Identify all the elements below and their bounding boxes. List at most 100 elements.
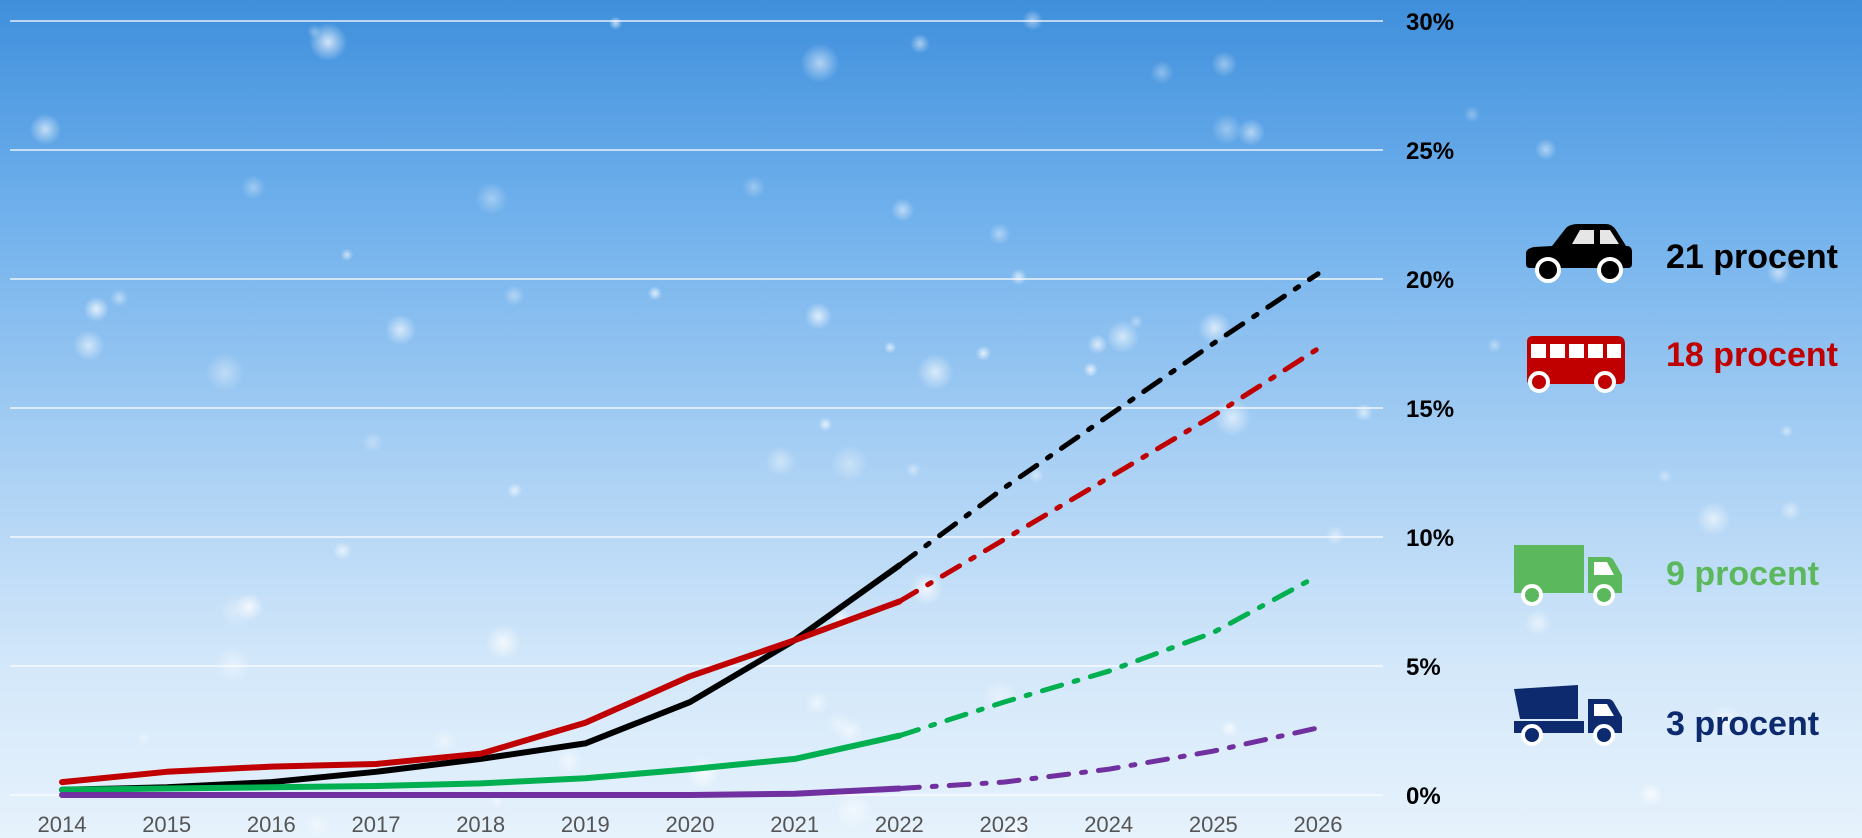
x-tick-label: 2020 — [666, 812, 715, 837]
bokeh-dot — [1128, 314, 1144, 330]
bokeh-dot — [1535, 138, 1557, 161]
bokeh-dot — [485, 624, 522, 661]
bokeh-dot — [475, 182, 509, 215]
y-tick-label: 25% — [1406, 138, 1454, 165]
bokeh-dot — [982, 678, 1018, 714]
x-tick-label: 2014 — [38, 812, 87, 837]
bokeh-dot — [804, 690, 830, 715]
bokeh-dot — [305, 813, 330, 838]
bokeh-dot — [830, 445, 869, 483]
bokeh-dot — [825, 711, 850, 737]
bokeh-dot — [385, 314, 417, 346]
bus-icon — [1527, 336, 1625, 393]
legend-label-car: 21 procent — [1666, 238, 1838, 276]
bokeh-dot — [975, 345, 992, 361]
bokeh-dot — [1211, 113, 1243, 145]
dump-truck-icon — [1514, 685, 1622, 746]
bokeh-dot — [307, 24, 322, 39]
bokeh-dot — [1696, 501, 1731, 536]
bokeh-dot — [647, 286, 663, 301]
x-tick-label: 2016 — [247, 812, 296, 837]
bokeh-dot — [333, 541, 352, 561]
bokeh-dot — [818, 417, 833, 432]
bokeh-dot — [1106, 320, 1140, 354]
series-line-truck-forecast — [896, 573, 1321, 739]
bokeh-dot — [1709, 704, 1743, 738]
y-tick-label: 15% — [1406, 396, 1454, 423]
bokeh-dot — [884, 341, 897, 354]
bokeh-dot — [73, 330, 105, 361]
bokeh-dot — [1487, 338, 1502, 353]
bokeh-dot — [1237, 118, 1265, 147]
bokeh-dot — [765, 445, 796, 477]
bokeh-dot — [1000, 814, 1030, 838]
chart-legend: 21 procent 18 procent 9 procent 3 procent — [1514, 224, 1838, 746]
x-tick-label: 2026 — [1294, 812, 1343, 837]
bokeh-dot — [431, 728, 457, 754]
bokeh-dot — [835, 792, 872, 829]
bokeh-dot — [83, 296, 109, 322]
bokeh-dot — [1657, 469, 1673, 484]
y-axis-ticks: 0% 5% 10% 15% 20% 25% 30% — [1406, 9, 1454, 810]
bokeh-dot — [1211, 51, 1238, 78]
legend-label-tipper: 3 procent — [1666, 705, 1819, 743]
x-tick-label: 2018 — [456, 812, 505, 837]
legend-label-truck: 9 procent — [1666, 555, 1819, 593]
x-tick-label: 2022 — [875, 812, 924, 837]
y-tick-label: 20% — [1406, 267, 1454, 294]
y-tick-label: 5% — [1406, 654, 1441, 681]
bokeh-dot — [988, 223, 1011, 245]
bokeh-dot — [891, 198, 915, 222]
y-tick-label: 30% — [1406, 9, 1454, 36]
bokeh-dot — [910, 33, 930, 54]
bokeh-dot — [1087, 334, 1108, 355]
bokeh-dot — [1022, 9, 1044, 31]
legend-label-bus: 18 procent — [1666, 336, 1838, 374]
bokeh-dot — [1198, 311, 1232, 345]
bokeh-dot — [909, 571, 944, 606]
bokeh-dot — [506, 482, 523, 499]
bokeh-dot — [136, 731, 151, 746]
bokeh-dot — [1083, 362, 1098, 378]
bokeh-dot — [240, 175, 266, 200]
bokeh-dot — [214, 646, 252, 684]
bokeh-dot — [1010, 268, 1027, 286]
bokeh-dot — [29, 113, 62, 146]
x-tick-label: 2023 — [980, 812, 1029, 837]
x-tick-label: 2015 — [142, 812, 191, 837]
x-tick-label: 2017 — [352, 812, 401, 837]
bokeh-dot — [1779, 499, 1802, 522]
car-icon — [1526, 224, 1632, 283]
bokeh-dot — [686, 756, 721, 790]
y-tick-label: 0% — [1406, 783, 1441, 810]
y-tick-label: 10% — [1406, 525, 1454, 552]
bokeh-dot — [1639, 783, 1663, 806]
bokeh-dot — [110, 288, 129, 308]
series-line-car-forecast — [896, 271, 1321, 568]
series-line-tipper-forecast — [896, 725, 1321, 791]
x-axis-ticks: 2014 2015 2016 2017 2018 2019 2020 2021 2022 2023… — [38, 812, 1343, 837]
bokeh-dot — [1150, 60, 1174, 84]
series-line-truck-actual — [59, 732, 903, 793]
bokeh-dot — [554, 746, 584, 775]
bokeh-dot — [235, 592, 264, 621]
truck-icon — [1514, 545, 1622, 606]
bokeh-dot — [503, 285, 525, 306]
bokeh-dot — [1524, 609, 1552, 637]
series-line-bus-forecast — [896, 346, 1321, 604]
bokeh-dot — [905, 462, 921, 478]
series-line-tipper-actual — [59, 785, 903, 798]
bokeh-dot — [340, 248, 354, 262]
bokeh-dot — [742, 175, 766, 199]
bokeh-dot — [362, 431, 383, 453]
bokeh-dot — [1354, 403, 1374, 422]
bokeh-dot — [490, 795, 503, 808]
series-line-bus-actual — [59, 598, 903, 786]
bokeh-dot — [916, 353, 954, 391]
bokeh-dot — [800, 43, 840, 83]
bokeh-dot — [205, 352, 245, 392]
bokeh-dot — [1463, 106, 1481, 123]
bokeh-dot — [1325, 525, 1345, 546]
chart-gridlines — [10, 20, 1383, 796]
